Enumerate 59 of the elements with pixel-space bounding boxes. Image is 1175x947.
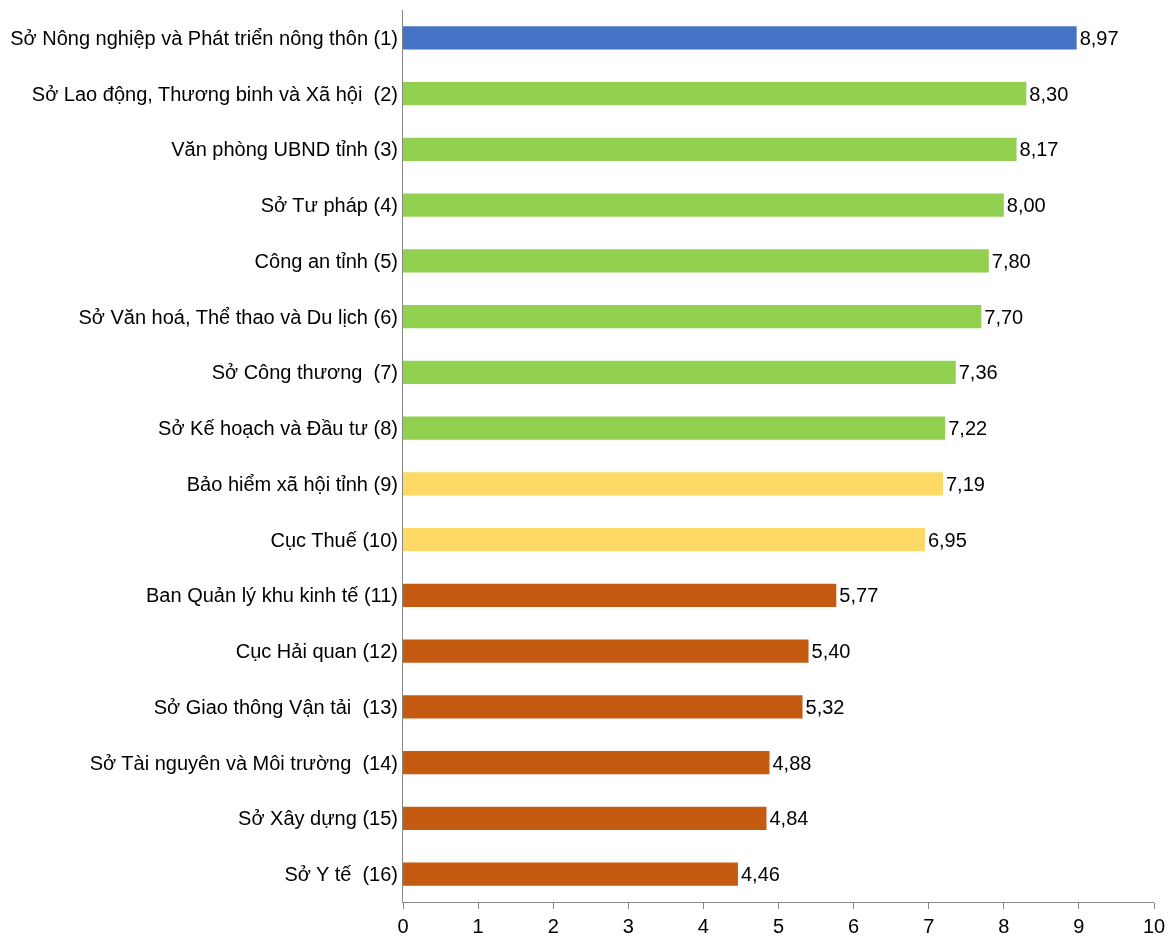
x-tick-label: 4 [697, 915, 709, 937]
x-tick-label: 1 [472, 915, 484, 937]
y-tick-label: Sở Kế hoạch và Đầu tư (8) [158, 417, 398, 440]
x-tick-label: 6 [848, 915, 860, 937]
x-tick-label: 7 [923, 915, 935, 937]
y-tick-label: Sở Tài nguyên và Môi trường (14) [89, 751, 398, 774]
y-tick-label: Công an tỉnh (5) [254, 249, 398, 272]
y-tick-label: Sở Giao thông Vận tải (13) [153, 695, 398, 718]
bar [403, 304, 982, 329]
data-label: 4,84 [769, 807, 809, 830]
y-tick-label: Bảo hiểm xã hội tỉnh (9) [186, 472, 398, 495]
y-tick-label: Sở Công thương (7) [211, 361, 398, 384]
bar [403, 360, 956, 385]
x-tick-label: 0 [397, 915, 409, 937]
data-label: 5,32 [805, 695, 845, 718]
y-tick-label: Sở Lao động, Thương binh và Xã hội (2) [31, 82, 398, 105]
data-label: 8,17 [1019, 138, 1059, 161]
bar [403, 806, 767, 831]
y-tick-label: Cục Thuế (10) [270, 528, 398, 551]
bar [403, 137, 1017, 162]
data-label: 7,70 [984, 305, 1024, 328]
y-tick-label: Cục Hải quan (12) [235, 640, 398, 663]
bar [403, 527, 925, 552]
data-label: 4,88 [772, 751, 812, 774]
y-tick-label: Sở Y tế (16) [284, 863, 398, 886]
data-label: 6,95 [927, 528, 967, 551]
bar [403, 750, 770, 775]
data-label: 8,30 [1029, 82, 1069, 105]
bar [403, 695, 803, 719]
data-label: 7,19 [945, 472, 985, 495]
x-tick-label: 3 [622, 915, 634, 937]
data-label: 4,46 [740, 863, 780, 886]
data-label: 7,22 [948, 417, 988, 440]
y-tick-label: Ban Quản lý khu kinh tế (11) [146, 584, 398, 607]
x-tick-label: 5 [772, 915, 785, 937]
y-tick-label: Văn phòng UBND tỉnh (3) [171, 138, 398, 161]
data-label: 5,77 [839, 584, 879, 607]
y-tick-label: Sở Văn hoá, Thể thao và Du lịch (6) [78, 305, 398, 328]
y-tick-label: Sở Nông nghiệp và Phát triển nông thôn (1) [10, 26, 398, 49]
x-tick-label: 9 [1073, 915, 1085, 937]
bar [403, 81, 1027, 106]
data-label: 8,00 [1006, 194, 1046, 217]
x-tick-label: 2 [547, 915, 559, 937]
y-tick-label: Sở Xây dựng (15) [238, 807, 398, 830]
x-tick-label: 10 [1142, 915, 1166, 937]
data-label: 7,80 [991, 249, 1031, 272]
data-label: 7,36 [958, 361, 998, 384]
x-tick-label: 8 [998, 915, 1010, 937]
bar [403, 583, 837, 608]
bar [403, 862, 738, 886]
y-tick-label: Sở Tư pháp (4) [260, 194, 398, 217]
data-label: 8,97 [1079, 26, 1119, 49]
bar [403, 639, 809, 663]
bar [403, 26, 1077, 50]
bar [403, 416, 946, 440]
bar [403, 193, 1004, 217]
data-label: 5,40 [811, 640, 851, 663]
bar [403, 472, 943, 496]
bar [403, 249, 989, 273]
